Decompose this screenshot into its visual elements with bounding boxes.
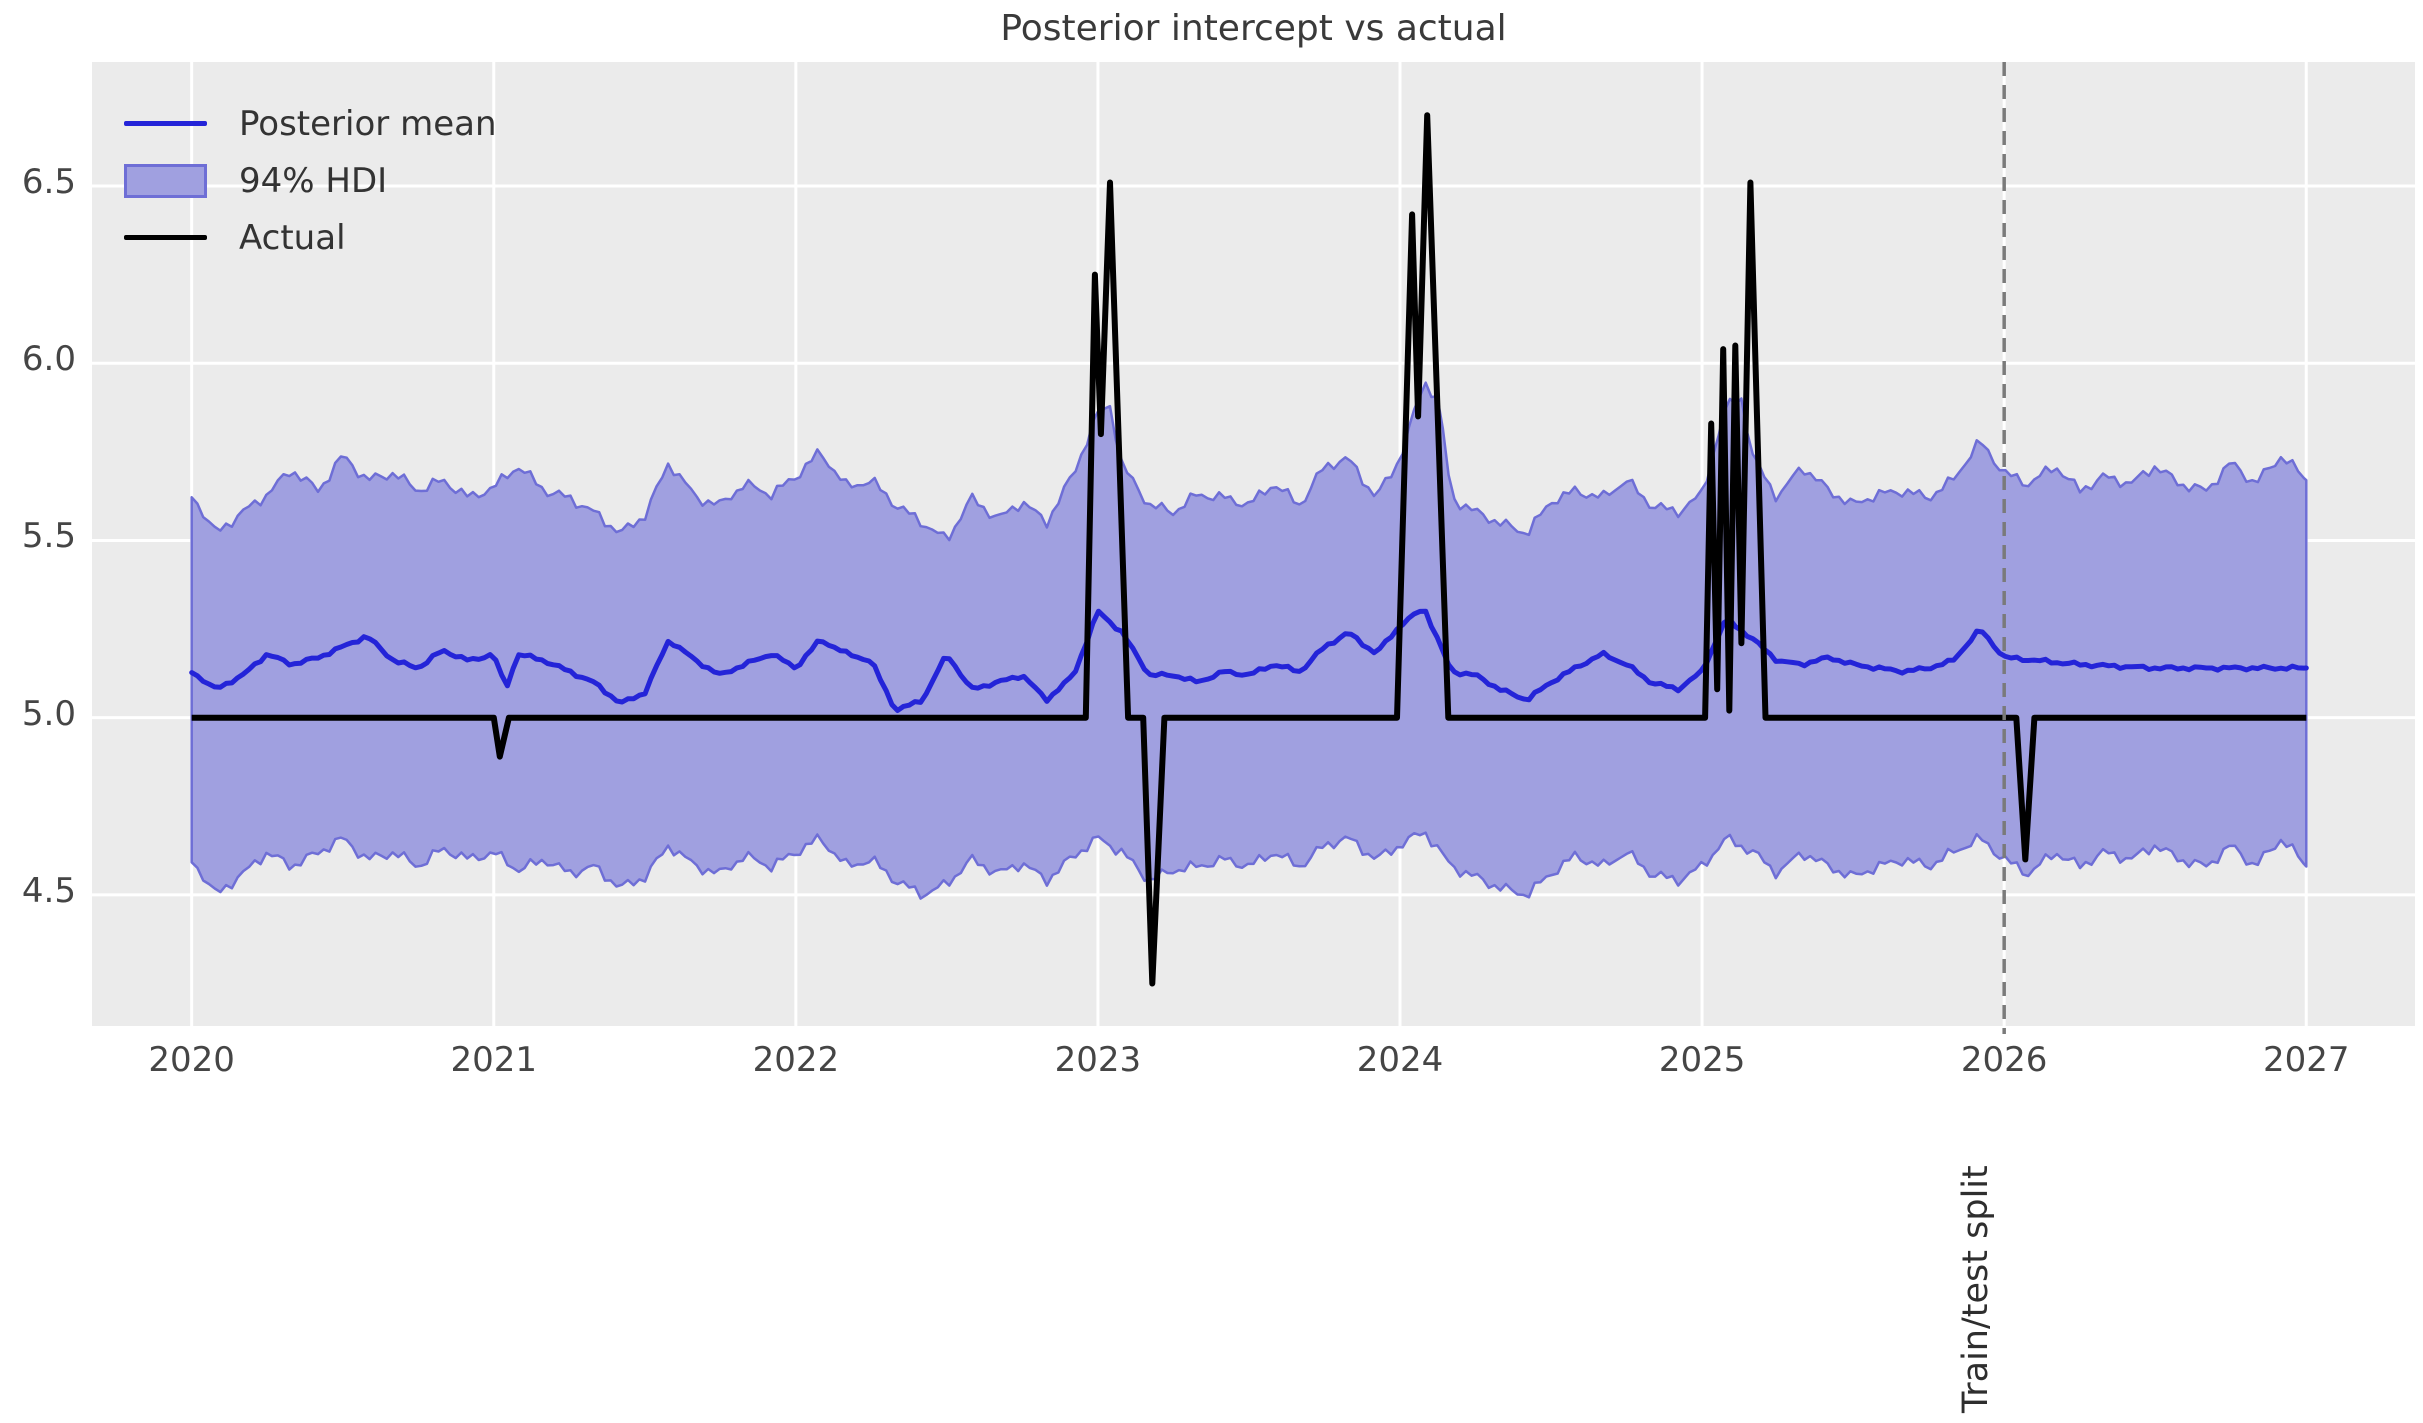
x-tick-label: 2026: [1960, 1040, 2048, 1080]
legend-sample-hdi: [124, 163, 207, 198]
x-tick-label: 2021: [450, 1040, 538, 1080]
train-test-split-label: Train/test split: [1956, 1165, 1996, 1413]
legend-entry-hdi: 94% HDI: [124, 152, 497, 209]
x-tick-label: 2027: [2262, 1040, 2350, 1080]
legend-label-posterior-mean: Posterior mean: [239, 103, 497, 144]
posterior-mean-line-icon: [124, 121, 207, 126]
legend-entry-actual: Actual: [124, 209, 497, 266]
legend-sample-actual: [124, 235, 207, 240]
legend-label-actual: Actual: [239, 217, 346, 258]
x-tick-label: 2020: [148, 1040, 235, 1080]
y-tick-label: 5.5: [21, 516, 76, 557]
actual-line-icon: [124, 235, 207, 240]
y-tick-label: 6.5: [21, 162, 76, 203]
hdi-band-area: [190, 381, 2308, 900]
x-tick-label: 2025: [1658, 1040, 1746, 1080]
chart-title: Posterior intercept vs actual: [1000, 8, 1507, 49]
x-tick-label: 2024: [1356, 1040, 1444, 1080]
legend-label-hdi: 94% HDI: [239, 160, 388, 201]
legend-entry-posterior-mean: Posterior mean: [124, 95, 497, 152]
legend: Posterior mean 94% HDI Actual: [124, 95, 497, 266]
x-tick-label: 2023: [1054, 1040, 1142, 1080]
y-tick-label: 6.0: [21, 339, 76, 380]
actual-line: [191, 112, 2307, 987]
y-tick-label: 4.5: [21, 870, 76, 911]
hdi-band-patch-icon: [124, 163, 207, 198]
x-tick-label: 2022: [752, 1040, 840, 1080]
posterior-mean-line: [189, 608, 2309, 713]
y-tick-label: 5.0: [21, 693, 76, 734]
legend-sample-posterior-mean: [124, 121, 207, 126]
